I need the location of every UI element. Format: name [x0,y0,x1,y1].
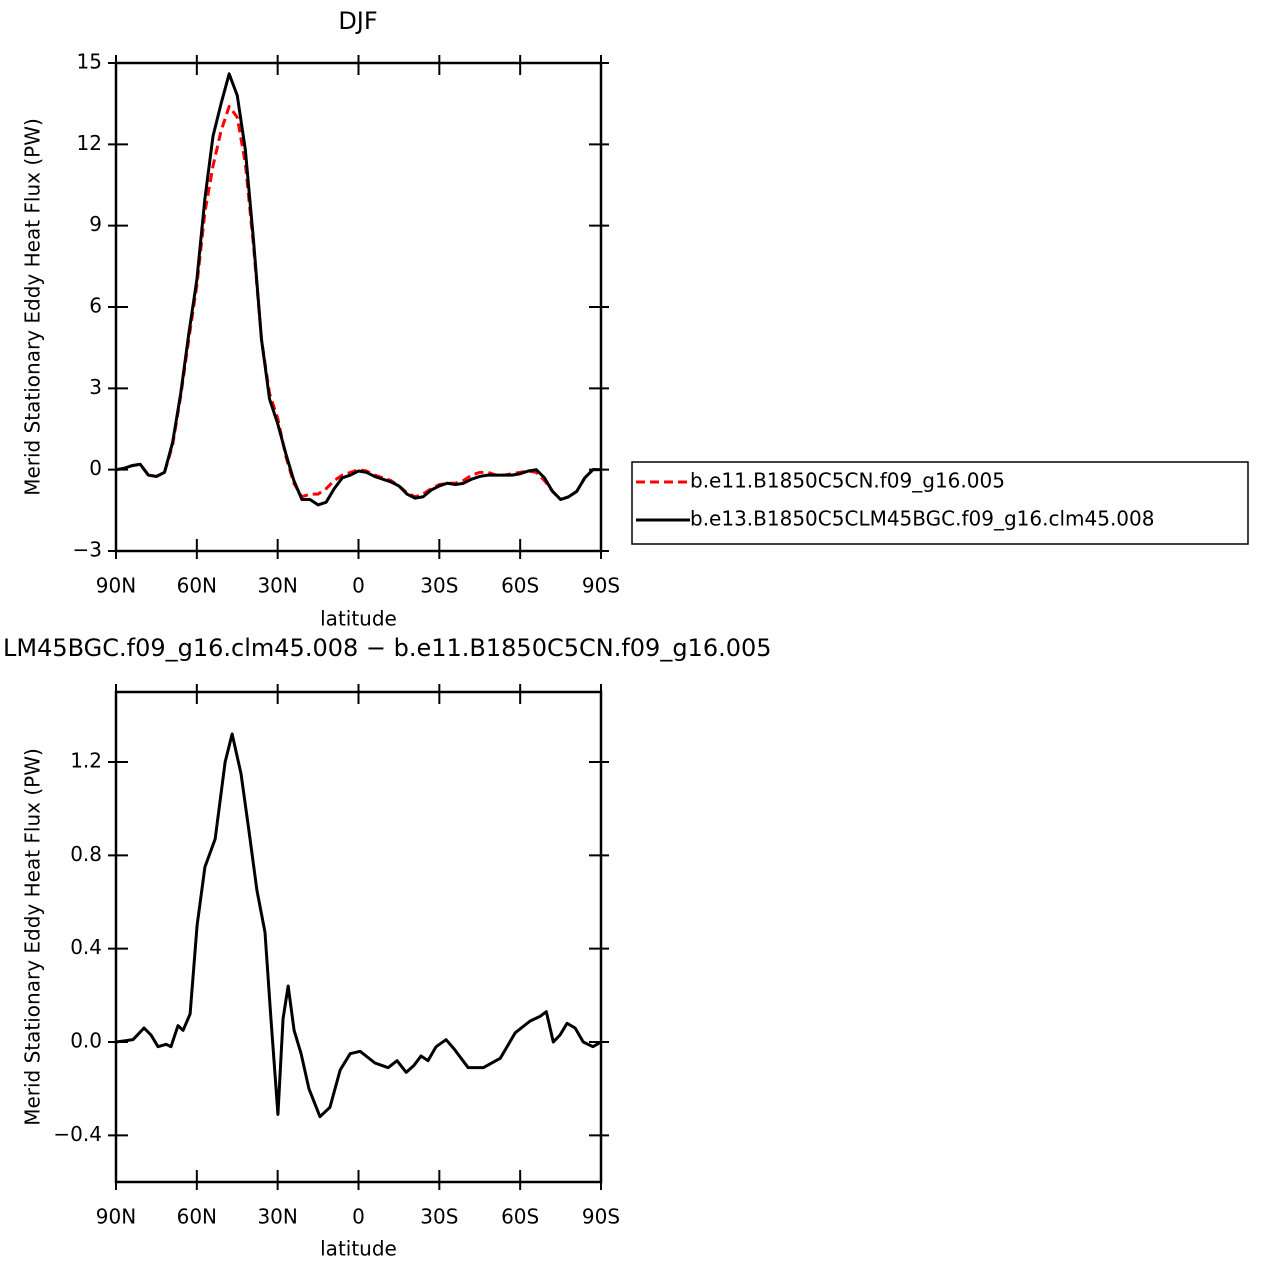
x-axis-title: latitude [320,1237,397,1261]
x-axis-title: latitude [320,607,397,631]
x-tick-label: 0 [352,574,365,598]
data-line [115,72,601,507]
x-tick-label: 90S [582,574,620,598]
x-tick-label: 30S [420,1205,458,1229]
x-tick-label: 60N [177,574,217,598]
data-line [115,104,601,501]
x-tick-label: 0 [352,1205,365,1229]
x-tick-label: 30N [257,574,297,598]
y-tick-label: 0.8 [70,842,102,866]
y-tick-label: 1.2 [70,749,102,773]
legend-label: b.e13.B1850C5CLM45BGC.f09_g16.clm45.008 [690,507,1154,531]
y-tick-label: 6 [89,294,102,318]
x-tick-label: 60S [501,1205,539,1229]
x-tick-label: 60N [177,1205,217,1229]
y-axis-title: Merid Stationary Eddy Heat Flux (PW) [21,748,45,1126]
y-tick-label: 0.4 [70,935,102,959]
legend-box [631,461,1249,545]
y-tick-label: 3 [89,375,102,399]
x-tick-label: 90N [96,574,136,598]
y-tick-label: 15 [77,50,102,74]
y-axis-title: Merid Stationary Eddy Heat Flux (PW) [21,118,45,496]
plot-frame [114,61,603,553]
x-tick-label: 90S [582,1205,620,1229]
plot-frame [114,690,603,1184]
y-tick-label: 0.0 [70,1029,102,1053]
data-line [115,732,602,1119]
y-tick-label: 12 [77,131,102,155]
legend-label: b.e11.B1850C5CN.f09_g16.005 [690,469,1005,493]
y-axis-title-group: Merid Stationary Eddy Heat Flux (PW) [21,748,45,1126]
y-axis-title-group: Merid Stationary Eddy Heat Flux (PW) [21,118,45,496]
x-tick-label: 30N [257,1205,297,1229]
y-tick-label: −0.4 [53,1122,102,1146]
y-tick-label: −3 [73,538,102,562]
x-tick-label: 60S [501,574,539,598]
chart-title: DJF [338,7,377,35]
y-tick-label: 9 [89,212,102,236]
x-tick-label: 90N [96,1205,136,1229]
y-tick-label: 0 [89,456,102,480]
chart-title: LM45BGC.f09_g16.clm45.008 − b.e11.B1850C… [3,634,772,662]
x-tick-label: 30S [420,574,458,598]
